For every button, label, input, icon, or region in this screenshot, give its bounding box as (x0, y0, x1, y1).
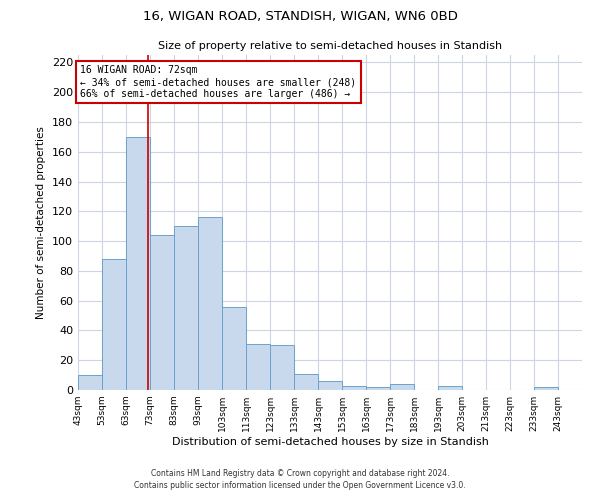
Bar (294, 374, 318, 390)
Bar (198, 218, 222, 390)
Bar (222, 306, 246, 390)
X-axis label: Distribution of semi-detached houses by size in Standish: Distribution of semi-detached houses by … (172, 437, 488, 447)
Title: Size of property relative to semi-detached houses in Standish: Size of property relative to semi-detach… (158, 42, 502, 51)
Bar (174, 226, 198, 390)
Bar (366, 387, 390, 390)
Bar (342, 386, 366, 390)
Bar (270, 346, 294, 390)
Bar (150, 235, 174, 390)
Y-axis label: Number of semi-detached properties: Number of semi-detached properties (37, 126, 46, 319)
Bar (318, 381, 342, 390)
Bar (246, 344, 270, 390)
Bar (102, 259, 126, 390)
Text: 16 WIGAN ROAD: 72sqm
← 34% of semi-detached houses are smaller (248)
66% of semi: 16 WIGAN ROAD: 72sqm ← 34% of semi-detac… (80, 66, 356, 98)
Bar (438, 386, 462, 390)
Bar (390, 384, 414, 390)
Bar (78, 375, 102, 390)
Text: 16, WIGAN ROAD, STANDISH, WIGAN, WN6 0BD: 16, WIGAN ROAD, STANDISH, WIGAN, WN6 0BD (143, 10, 457, 23)
Bar (126, 137, 150, 390)
Text: Contains HM Land Registry data © Crown copyright and database right 2024.
Contai: Contains HM Land Registry data © Crown c… (134, 468, 466, 490)
Bar (534, 387, 558, 390)
